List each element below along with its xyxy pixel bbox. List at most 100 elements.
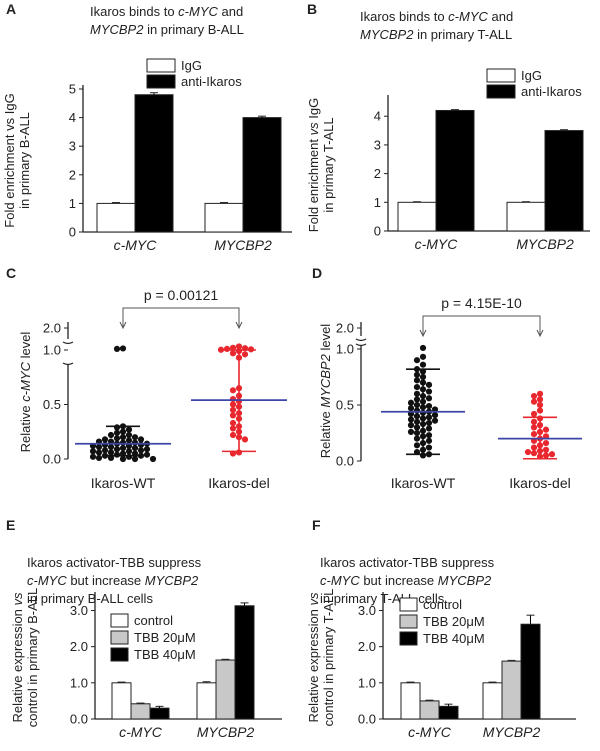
- data-point: [530, 410, 538, 418]
- y-tick-label: 2.0: [43, 321, 61, 336]
- x-tick-label: c-MYC: [415, 236, 459, 252]
- data-point: [223, 345, 231, 352]
- data-point: [407, 416, 415, 423]
- data-point: [113, 435, 121, 442]
- x-tick-label: c-MYC: [119, 724, 163, 740]
- data-point: [131, 455, 139, 463]
- data-point: [413, 413, 421, 420]
- y-tick-label: 5: [69, 82, 76, 97]
- x-tick-label: MYCBP2: [483, 724, 541, 740]
- data-point: [101, 436, 109, 443]
- data-point: [419, 344, 427, 352]
- y-tick-label: 0.0: [70, 712, 88, 727]
- data-point: [542, 452, 550, 459]
- bar: [196, 682, 217, 720]
- data-point: [425, 381, 433, 388]
- data-point: [149, 455, 157, 463]
- data-point: [101, 441, 109, 448]
- y-tick-label: 2: [374, 166, 381, 181]
- data-point: [125, 426, 133, 433]
- y-tick-label: 1.0: [43, 343, 61, 358]
- significance-bracket: [422, 315, 541, 336]
- data-point: [530, 424, 538, 431]
- data-point: [107, 449, 115, 456]
- data-point: [119, 455, 127, 463]
- y-tick-label: 1: [69, 196, 76, 211]
- data-point: [413, 407, 421, 414]
- y-tick-label: 0.5: [43, 397, 61, 412]
- data-point: [95, 443, 103, 451]
- data-point: [137, 436, 145, 443]
- panel-letter-f: F: [312, 517, 321, 533]
- bar: [149, 707, 170, 720]
- data-point: [413, 371, 421, 378]
- data-point: [143, 446, 151, 453]
- bar: [419, 700, 440, 720]
- bar: [501, 660, 522, 720]
- data-point: [413, 435, 421, 442]
- data-point: [536, 396, 544, 403]
- data-point: [425, 432, 433, 439]
- data-point: [131, 445, 139, 452]
- x-tick-label: MYCBP2: [214, 237, 272, 253]
- data-point: [143, 451, 151, 458]
- x-tick-label: c-MYC: [114, 237, 158, 253]
- y-tick-label: 0.0: [43, 452, 61, 467]
- chart-b: Ikaros binds to c-MYC and MYCBP2 in prima…: [306, 9, 590, 252]
- data-point: [125, 437, 133, 444]
- chart-title-line: c-MYC but increase MYCBP2: [27, 573, 199, 588]
- data-point: [536, 407, 544, 414]
- chart-f: Ikaros activator-TBB suppress c-MYC but i…: [306, 555, 576, 740]
- legend-label: IgG: [181, 58, 202, 73]
- x-tick-label: Ikaros-WT: [391, 475, 456, 491]
- bracket-arrow: [419, 329, 427, 338]
- legend-label: anti-Ikaros: [181, 74, 242, 89]
- data-point: [536, 390, 544, 397]
- data-point: [413, 396, 421, 403]
- data-point: [419, 361, 427, 368]
- y-tick-label: 1.0: [336, 342, 354, 357]
- data-point: [125, 453, 133, 460]
- y-axis-label: Relative MYCBP2 level: [318, 324, 333, 459]
- y-tick-label: 1.0: [358, 675, 376, 690]
- y-tick-label: 0.0: [358, 712, 376, 727]
- data-point: [536, 401, 544, 409]
- data-point: [229, 412, 237, 419]
- data-point: [241, 351, 249, 358]
- axis-break-mark: [62, 341, 74, 345]
- data-point: [542, 426, 550, 433]
- p-value-label: p = 4.15E-10: [441, 295, 522, 311]
- data-point: [229, 350, 237, 357]
- data-point: [119, 345, 127, 352]
- data-point: [229, 431, 237, 439]
- y-tick-label: 3.0: [70, 603, 88, 618]
- bar: [435, 109, 475, 232]
- data-point: [229, 406, 237, 414]
- data-point: [413, 418, 421, 425]
- y-tick-label: 0: [69, 225, 76, 240]
- x-tick-label: MYCBP2: [516, 236, 574, 252]
- y-axis-label: Fold enrichment vs IgG: [2, 93, 17, 227]
- data-point: [530, 450, 538, 457]
- chart-title-line: in primary B-ALL cells: [27, 591, 153, 606]
- bar: [215, 659, 236, 720]
- data-point: [413, 357, 421, 364]
- panel-letter-d: D: [312, 265, 322, 281]
- data-point: [530, 418, 538, 425]
- axis-break-mark: [62, 362, 74, 366]
- y-tick-label: 0: [374, 224, 381, 239]
- bar: [397, 201, 437, 232]
- data-point: [530, 431, 538, 438]
- y-tick-label: 3: [374, 137, 381, 152]
- y-tick-label: 2: [69, 167, 76, 182]
- data-point: [413, 390, 421, 397]
- data-point: [407, 399, 415, 406]
- significance-bracket: [122, 307, 240, 328]
- data-point: [137, 452, 145, 459]
- data-point: [107, 431, 115, 439]
- bar: [134, 94, 174, 233]
- legend-swatch: [399, 631, 418, 646]
- data-point: [137, 447, 145, 454]
- bar: [544, 130, 584, 232]
- panel-letter-e: E: [6, 517, 15, 533]
